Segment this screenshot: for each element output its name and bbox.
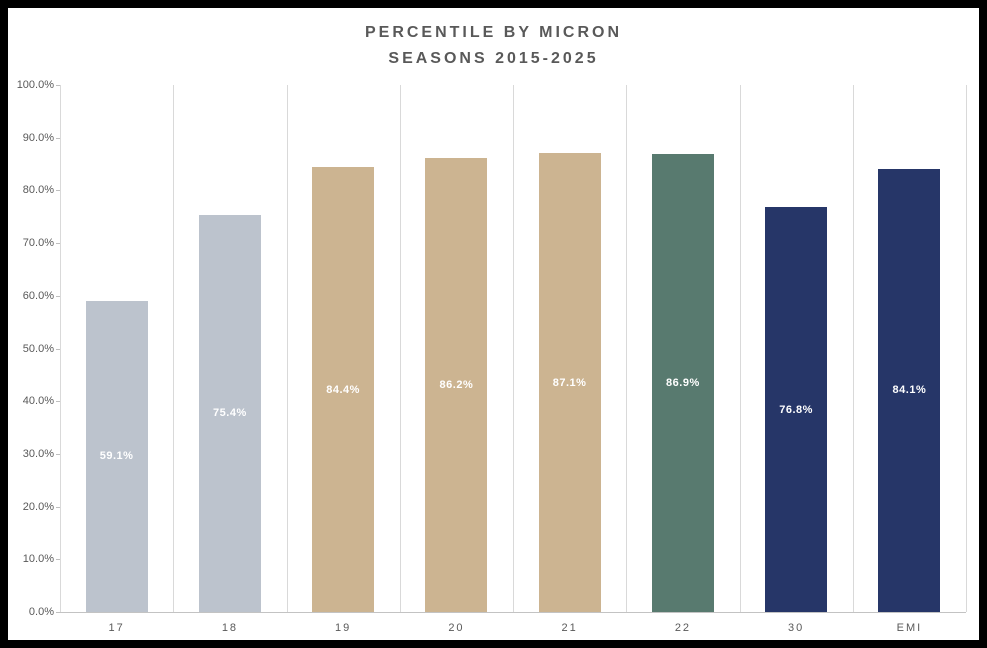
y-axis-tick [56, 401, 61, 403]
vertical-gridline [513, 85, 514, 612]
bar-value-label-17: 59.1% [99, 450, 134, 463]
bar-value-label-18: 75.4% [213, 407, 247, 420]
y-axis-tick-label: 20.0% [22, 500, 54, 513]
y-axis-tick [56, 190, 61, 192]
vertical-gridline [173, 85, 175, 612]
y-axis-tick [56, 453, 61, 455]
bar-value-label-19: 84.4% [326, 383, 360, 396]
x-axis-category-label-20: 20 [448, 622, 465, 634]
y-axis-tick [56, 85, 61, 86]
chart-title: PERCENTILE BY MICRON SEASONS 2015-2025 [8, 20, 979, 72]
y-axis-tick [56, 295, 61, 297]
y-axis-tick [56, 243, 61, 245]
chart-title-line2: SEASONS 2015-2025 [388, 50, 599, 67]
bar-EMI: 84.1% [878, 168, 941, 612]
x-axis-line [60, 612, 966, 613]
bar-18: 75.4% [198, 214, 261, 612]
y-axis-tick-label: 30.0% [22, 447, 54, 460]
vertical-gridline [739, 85, 741, 612]
vertical-gridline [966, 85, 967, 612]
bar-20: 86.2% [425, 157, 488, 612]
y-axis-tick [56, 612, 61, 613]
vertical-gridline [852, 85, 854, 612]
bar-value-label-20: 86.2% [439, 378, 474, 391]
y-axis: 0.0% 10.0% 20.0% 30.0% 40.0% 50.0% 60.0% 70.0% 8… [8, 8, 979, 640]
y-axis-tick-label: 70.0% [22, 237, 54, 250]
bar-21: 87.1% [538, 153, 601, 612]
plot-area: 59.1% 75.4% 84.4% 86.2% 87.1% 86.9% 76.8% 84.1% [8, 8, 979, 640]
bar-value-label-30: 76.8% [779, 403, 813, 416]
bar-value-label-21: 87.1% [552, 376, 587, 389]
bar-30: 76.8% [765, 207, 828, 612]
bar-19: 84.4% [312, 167, 375, 612]
x-axis-category-label-22: 22 [674, 622, 692, 634]
bar-22: 86.9% [651, 154, 714, 612]
x-axis-category-label-EMI: EMI [896, 622, 923, 634]
y-axis-tick-label: 100.0% [16, 79, 54, 91]
x-axis-category-label-19: 19 [335, 622, 352, 634]
vertical-gridline [626, 85, 628, 612]
vertical-gridline [60, 85, 61, 612]
bar-17: 59.1% [85, 300, 148, 612]
x-axis-category-label-21: 21 [561, 622, 578, 634]
y-axis-tick-label: 60.0% [22, 289, 54, 302]
x-axis-category-label-30: 30 [788, 622, 805, 634]
y-axis-tick [56, 559, 61, 561]
y-axis-tick-label: 90.0% [22, 131, 54, 144]
y-axis-tick [56, 137, 61, 139]
y-axis-tick [56, 348, 61, 350]
chart-title-line1: PERCENTILE BY MICRON [364, 24, 623, 41]
x-axis: 17 18 19 20 21 22 30 EMI [8, 8, 979, 640]
vertical-gridline [399, 85, 401, 612]
y-axis-tick-label: 0.0% [28, 606, 54, 618]
y-axis-tick-label: 80.0% [22, 184, 54, 197]
y-axis-tick-label: 50.0% [22, 342, 54, 355]
y-axis-tick-label: 40.0% [22, 395, 54, 408]
y-axis-tick [56, 506, 61, 508]
bar-value-label-EMI: 84.1% [892, 384, 927, 397]
bar-value-label-22: 86.9% [666, 377, 700, 389]
vertical-gridline [286, 85, 288, 612]
x-axis-category-label-18: 18 [221, 622, 239, 634]
y-axis-tick-label: 10.0% [22, 553, 54, 566]
x-axis-category-label-17: 17 [108, 622, 125, 634]
